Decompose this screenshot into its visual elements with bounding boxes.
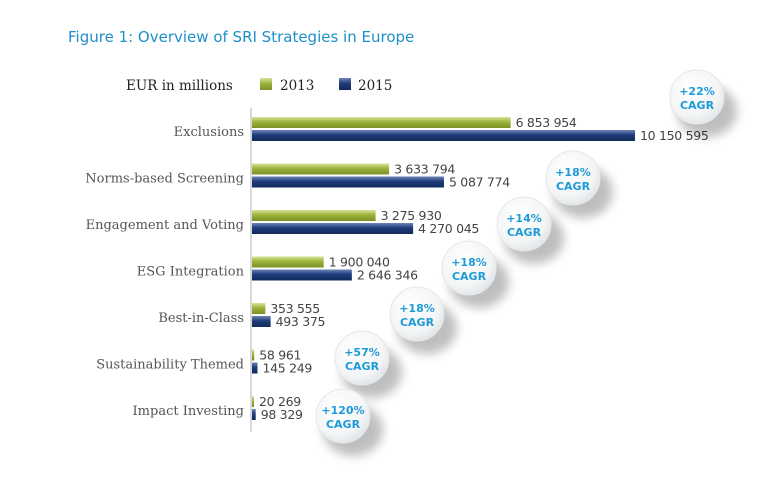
chart-title: Figure 1: Overview of SRI Strategies in … <box>68 28 414 46</box>
cagr-label: CAGR <box>556 180 591 193</box>
data-label-2015: 4 270 045 <box>418 221 479 236</box>
category-label: Engagement and Voting <box>86 218 244 233</box>
cagr-label: CAGR <box>400 316 435 329</box>
data-label-2015: 98 329 <box>261 407 303 422</box>
data-label-2015: 493 375 <box>276 314 326 329</box>
cagr-growth: +18% <box>399 302 435 315</box>
data-label-2015: 2 646 346 <box>357 268 418 283</box>
cagr-bubble <box>389 286 445 342</box>
cagr-bubble <box>315 388 371 444</box>
category-label: Impact Investing <box>133 404 244 419</box>
data-label-2013: 20 269 <box>259 394 301 409</box>
category-label: Exclusions <box>174 125 244 140</box>
data-label-2013: 6 853 954 <box>516 115 577 130</box>
cagr-growth: +18% <box>451 256 487 269</box>
cagr-growth: +14% <box>506 212 542 225</box>
data-label-2015: 5 087 774 <box>449 175 510 190</box>
cagr-label: CAGR <box>452 270 487 283</box>
cagr-label: CAGR <box>680 99 715 112</box>
cagr-label: CAGR <box>507 226 542 239</box>
bar-2013 <box>252 349 255 361</box>
bar-2013 <box>252 210 376 221</box>
category-label: ESG Integration <box>137 265 245 280</box>
cagr-bubble <box>441 240 497 296</box>
bar-2013 <box>252 163 390 175</box>
unit-label: EUR in millions <box>126 78 233 94</box>
bar-2013 <box>252 396 254 407</box>
bar-2015 <box>252 176 444 188</box>
bar-2015 <box>252 269 352 281</box>
data-label-2013: 1 900 040 <box>329 255 390 270</box>
cagr-growth: +57% <box>344 346 380 359</box>
bar-2015 <box>252 316 271 327</box>
data-label-2013: 3 275 930 <box>381 208 442 223</box>
bar-2015 <box>252 130 635 141</box>
cagr-label: CAGR <box>345 360 380 373</box>
cagr-bubble <box>669 69 725 125</box>
cagr-growth: +18% <box>555 166 591 179</box>
bar-2015 <box>252 223 414 234</box>
legend-swatch-2015 <box>339 78 351 90</box>
data-label-2013: 3 633 794 <box>394 162 455 177</box>
legend-label-2013: 2013 <box>280 78 314 94</box>
data-label-2013: 58 961 <box>259 348 301 363</box>
bar-2013 <box>252 303 266 314</box>
category-label: Norms-based Screening <box>85 172 244 187</box>
cagr-growth: +22% <box>679 85 715 98</box>
cagr-label: CAGR <box>326 418 361 431</box>
bar-2015 <box>252 409 256 420</box>
cagr-bubble <box>545 150 601 206</box>
legend-label-2015: 2015 <box>358 78 392 94</box>
cagr-bubble <box>496 196 552 252</box>
cagr-growth: +120% <box>321 404 364 417</box>
category-label: Best-in-Class <box>158 311 244 326</box>
cagr-bubble <box>334 330 390 386</box>
data-label-2015: 145 249 <box>262 361 312 376</box>
category-label: Sustainability Themed <box>96 358 244 373</box>
bar-2013 <box>252 256 324 268</box>
data-label-2013: 353 555 <box>270 301 320 316</box>
legend-swatch-2013 <box>260 78 272 90</box>
bar-2015 <box>252 362 258 374</box>
bar-2013 <box>252 117 511 128</box>
